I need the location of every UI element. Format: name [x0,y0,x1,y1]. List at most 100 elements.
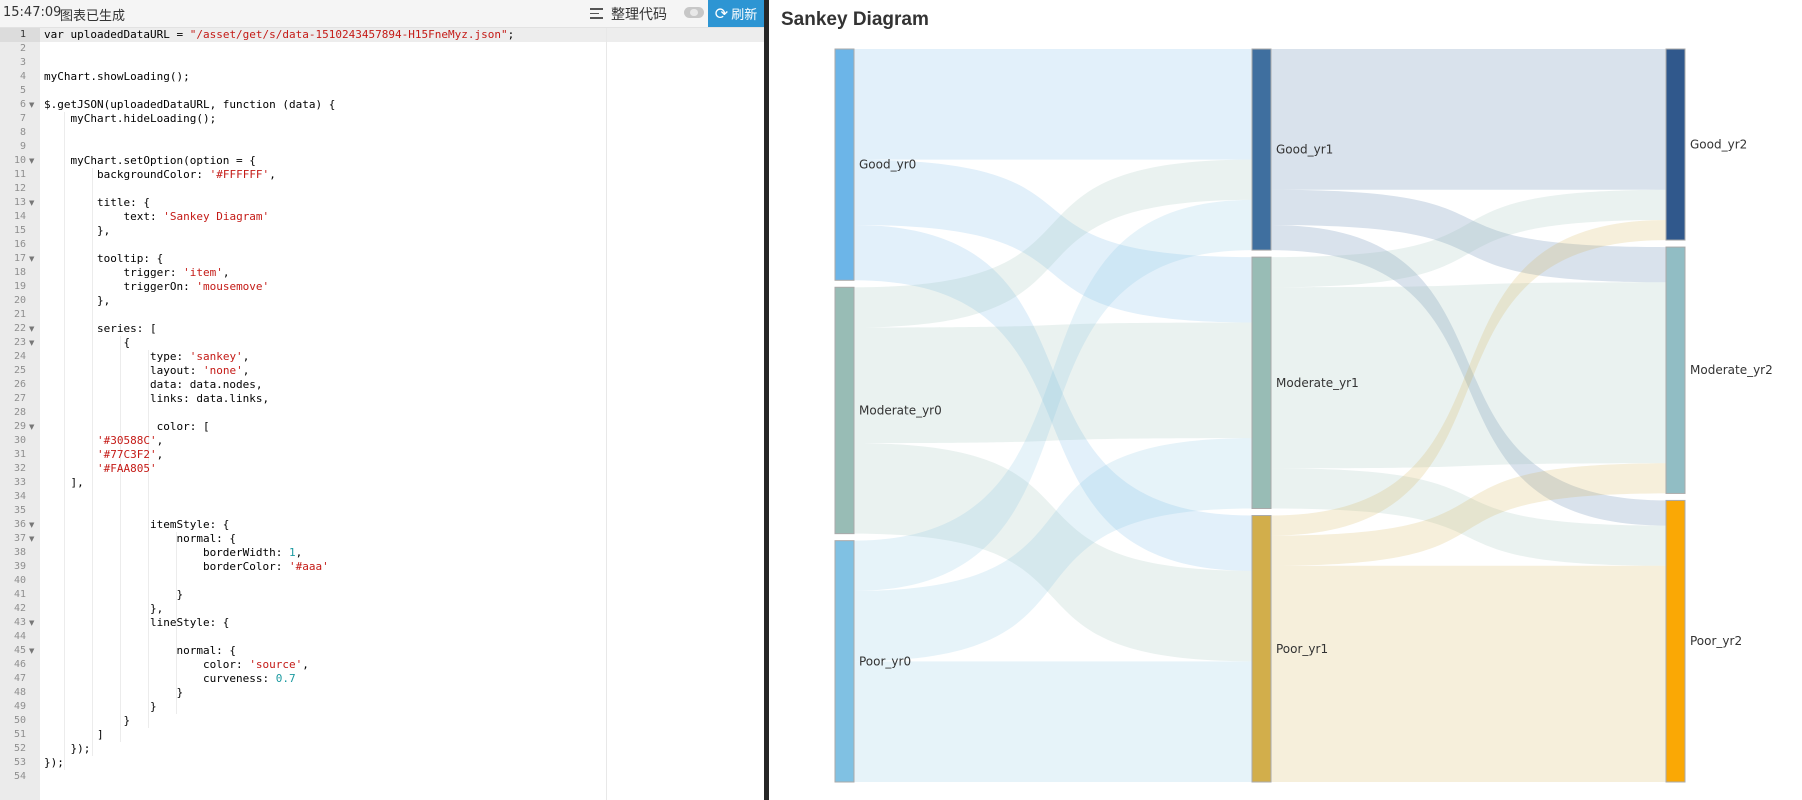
line-number: 37 [13,533,26,544]
code-token: $.getJSON(uploadedDataURL, function (dat… [44,98,336,111]
sankey-link-Good_yr0-Good_yr1[interactable] [854,49,1252,160]
fold-arrow-icon[interactable]: ▼ [29,325,35,333]
code-line: '#FAA805' [44,462,157,476]
sankey-link-Moderate_yr1-Poor_yr2[interactable] [1271,468,1666,566]
line-number: 9 [19,141,26,152]
fold-arrow-icon[interactable]: ▼ [29,255,35,263]
line-number: 1 [0,28,40,42]
sankey-node-Moderate_yr2[interactable] [1665,246,1686,494]
line-number: 53 [13,757,26,768]
indent-guide [64,112,65,770]
sankey-link-Moderate_yr1-Moderate_yr2[interactable] [1271,282,1666,469]
sankey-link-Moderate_yr1-Good_yr2[interactable] [1271,189,1666,288]
refresh-label: 刷新 [731,8,758,23]
code-token: '#aaa' [289,560,329,573]
code-line: } [44,700,157,714]
sankey-link-Poor_yr0-Moderate_yr1[interactable] [854,438,1252,662]
code-token: '#77C3F2' [96,448,157,461]
sankey-chart[interactable]: Good_yr0 Moderate_yr0 Poor_yr0 Good_yr1 Mode… [769,0,1802,800]
code-token: , [156,434,164,447]
line-number: 43 [13,617,26,628]
active-line-highlight [40,28,764,42]
line-number: 2 [19,43,26,54]
code-token: 'mousemove' [196,280,270,293]
code-line: color: [ [44,420,210,434]
code-token: trigger: [44,266,184,279]
code-token: ] [44,728,104,741]
sankey-link-Moderate_yr0-Poor_yr1[interactable] [854,443,1252,662]
sankey-node-label: Moderate_yr2 [1690,363,1773,377]
sankey-node-Moderate_yr1[interactable] [1251,256,1272,510]
line-number: 12 [13,183,26,194]
line-number: 30 [13,435,26,446]
sankey-node-Good_yr1[interactable] [1251,48,1272,251]
fold-arrow-icon[interactable]: ▼ [29,157,35,165]
line-number: 35 [13,505,26,516]
code-token: , [242,350,250,363]
toggle-knob [690,9,698,16]
code-token: '#FFFFFF' [209,168,270,181]
sankey-node-Poor_yr0[interactable] [834,540,855,783]
sankey-link-Good_yr0-Poor_yr1[interactable] [854,224,1252,571]
line-number: 3 [19,57,26,68]
code-line: data: data.nodes, [44,378,263,392]
auto-run-toggle[interactable] [684,7,704,18]
pane-divider[interactable] [764,0,769,800]
line-number: 11 [13,169,26,180]
code-line: backgroundColor: '#FFFFFF', [44,168,276,182]
sankey-link-Poor_yr0-Poor_yr1[interactable] [854,661,1252,782]
fold-arrow-icon[interactable]: ▼ [29,619,35,627]
line-number: 4 [19,71,26,82]
sankey-node-Poor_yr2[interactable] [1665,499,1686,783]
line-number: 21 [13,309,26,320]
fold-arrow-icon[interactable]: ▼ [29,339,35,347]
code-token: 0.7 [275,672,296,685]
sankey-link-Poor_yr1-Poor_yr2[interactable] [1271,565,1666,782]
sankey-link-Good_yr1-Good_yr2[interactable] [1271,49,1666,190]
fold-arrow-icon[interactable]: ▼ [29,423,35,431]
line-number: 15 [13,225,26,236]
line-number: 28 [13,407,26,418]
code-token: tooltip: { [44,252,164,265]
code-token: itemStyle: { [44,518,230,531]
line-number: 25 [13,365,26,376]
line-number: 6 [19,99,26,110]
refresh-button[interactable]: ⟳ 刷新 [708,0,764,27]
fold-arrow-icon[interactable]: ▼ [29,101,35,109]
fold-arrow-icon[interactable]: ▼ [29,521,35,529]
code-line: } [44,588,183,602]
code-token: color: [ [44,420,210,433]
line-number: 10 [13,155,26,166]
line-number: 19 [13,281,26,292]
line-number: 33 [13,477,26,488]
indent-guide [92,168,93,756]
code-area[interactable]: var uploadedDataURL = "/asset/get/s/data… [40,28,764,800]
sankey-link-Good_yr0-Moderate_yr1[interactable] [854,159,1252,323]
sankey-link-Good_yr1-Poor_yr2[interactable] [1271,224,1666,526]
code-token: color: [44,658,250,671]
sankey-link-Poor_yr0-Good_yr1[interactable] [854,199,1252,591]
sankey-node-Moderate_yr0[interactable] [834,286,855,535]
fold-arrow-icon[interactable]: ▼ [29,199,35,207]
sankey-link-Moderate_yr0-Good_yr1[interactable] [854,159,1252,328]
code-line: borderWidth: 1, [44,546,302,560]
sankey-link-Poor_yr1-Moderate_yr2[interactable] [1271,463,1666,566]
fold-arrow-icon[interactable]: ▼ [29,647,35,655]
sankey-node-label: Good_yr0 [859,158,916,172]
sankey-link-Poor_yr1-Good_yr2[interactable] [1271,219,1666,536]
code-token: , [222,266,230,279]
sankey-node-Poor_yr1[interactable] [1251,515,1272,783]
line-number: 39 [13,561,26,572]
sankey-node-label: Good_yr2 [1690,138,1747,152]
code-line: type: 'sankey', [44,350,249,364]
code-line: series: [ [44,322,157,336]
code-line: text: 'Sankey Diagram' [44,210,269,224]
fold-arrow-icon[interactable]: ▼ [29,535,35,543]
sankey-link-Good_yr1-Moderate_yr2[interactable] [1271,189,1666,283]
code-line: myChart.setOption(option = { [44,154,255,168]
format-code-button[interactable]: 整理代码 [590,0,667,27]
sankey-link-Moderate_yr0-Moderate_yr1[interactable] [854,322,1252,444]
sankey-node-Good_yr0[interactable] [834,48,855,281]
code-token [44,462,97,475]
sankey-node-Good_yr2[interactable] [1665,48,1686,241]
